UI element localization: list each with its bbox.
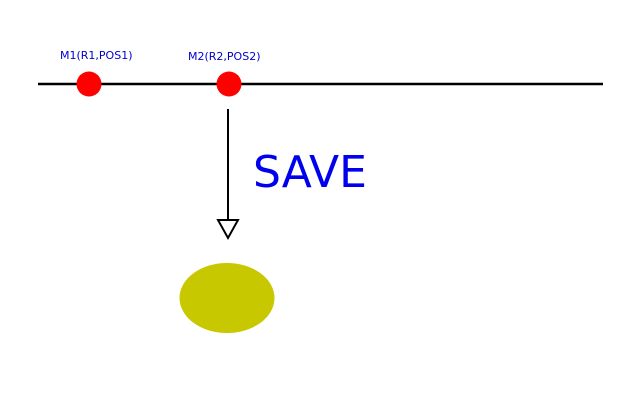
marker-m1: [76, 71, 102, 97]
arrow-down-icon: [216, 109, 240, 241]
marker-m2: [216, 71, 242, 97]
save-label: SAVE: [253, 147, 367, 198]
marker-m2-label: M2(R2,POS2): [188, 50, 261, 63]
result-ellipse: [179, 263, 275, 333]
marker-m1-label: M1(R1,POS1): [60, 49, 133, 62]
